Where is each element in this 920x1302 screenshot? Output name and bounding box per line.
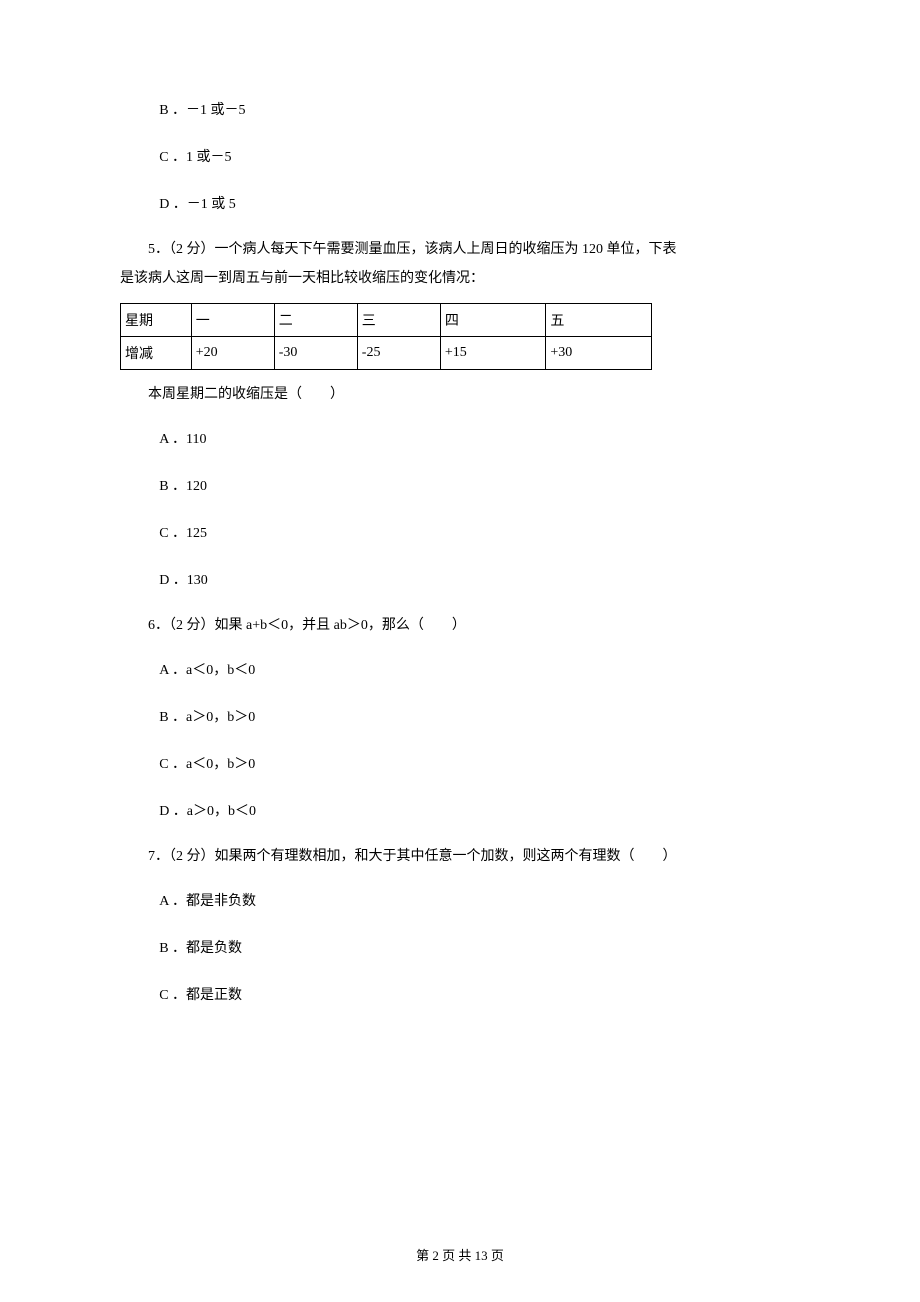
table-cell: 三 xyxy=(357,304,440,337)
document-page: B ．－1 或－5 C ．1 或－5 D ．－1 或 5 5．（2 分）一个病人… xyxy=(0,0,920,1302)
q6-option-b: B ．a＞0，b＞0 xyxy=(120,707,800,728)
q6-option-d: D ．a＞0，b＜0 xyxy=(120,801,800,822)
table-row: 星期 一 二 三 四 五 xyxy=(121,304,652,337)
table-cell: -30 xyxy=(274,337,357,370)
table-cell: -25 xyxy=(357,337,440,370)
page-footer: 第 2 页 共 13 页 xyxy=(0,1245,920,1264)
q7-option-a: A ．都是非负数 xyxy=(120,891,800,912)
table-cell: +20 xyxy=(191,337,274,370)
q7-option-b: B ．都是负数 xyxy=(120,938,800,959)
q7-stem: 7．（2 分）如果两个有理数相加，和大于其中任意一个加数，则这两个有理数（ ） xyxy=(120,846,800,867)
table-cell: 星期 xyxy=(121,304,192,337)
table-cell: 五 xyxy=(546,304,652,337)
q5-option-d: D ．130 xyxy=(120,570,800,591)
table-cell: 四 xyxy=(440,304,546,337)
q7-option-c: C ．都是正数 xyxy=(120,985,800,1006)
footer-text: 页 xyxy=(488,1248,504,1263)
table-row: 增减 +20 -30 -25 +15 +30 xyxy=(121,337,652,370)
q6-option-a: A ．a＜0，b＜0 xyxy=(120,660,800,681)
q5-stem-line1: 5．（2 分）一个病人每天下午需要测量血压，该病人上周日的收缩压为 120 单位… xyxy=(120,239,800,260)
q5-tail: 本周星期二的收缩压是（ ） xyxy=(120,384,800,405)
table-cell: +15 xyxy=(440,337,546,370)
q5-table: 星期 一 二 三 四 五 增减 +20 -30 -25 +15 +30 xyxy=(120,303,652,370)
q5-stem-line2: 是该病人这周一到周五与前一天相比较收缩压的变化情况： xyxy=(120,268,800,289)
footer-text: 第 xyxy=(416,1248,432,1263)
q5-option-a: A ．110 xyxy=(120,429,800,450)
q5-option-b: B ．120 xyxy=(120,476,800,497)
table-cell: 增减 xyxy=(121,337,192,370)
footer-text: 页 共 xyxy=(439,1248,475,1263)
table-cell: 一 xyxy=(191,304,274,337)
q4-option-b: B ．－1 或－5 xyxy=(120,100,800,121)
q5-option-c: C ．125 xyxy=(120,523,800,544)
q6-stem: 6．（2 分）如果 a+b＜0，并且 ab＞0，那么（ ） xyxy=(120,615,800,636)
footer-page-total: 13 xyxy=(475,1248,488,1263)
table-cell: +30 xyxy=(546,337,652,370)
q4-option-d: D ．－1 或 5 xyxy=(120,194,800,215)
q4-option-c: C ．1 或－5 xyxy=(120,147,800,168)
table-cell: 二 xyxy=(274,304,357,337)
q6-option-c: C ．a＜0，b＞0 xyxy=(120,754,800,775)
